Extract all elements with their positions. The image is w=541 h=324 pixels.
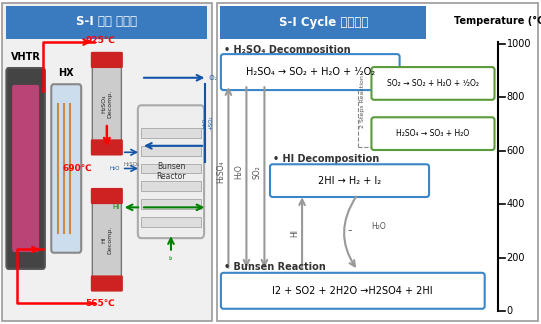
FancyBboxPatch shape — [372, 117, 494, 150]
Text: • H₂SO₄ Decomposition: • H₂SO₄ Decomposition — [223, 45, 350, 55]
FancyBboxPatch shape — [221, 273, 485, 309]
FancyBboxPatch shape — [270, 164, 429, 197]
FancyBboxPatch shape — [372, 67, 494, 100]
Text: • Bunsen Reaction: • Bunsen Reaction — [223, 262, 325, 272]
Text: H₂O: H₂O — [371, 222, 386, 231]
Text: I₂: I₂ — [169, 256, 173, 261]
Text: H₂SO₄: H₂SO₄ — [216, 160, 226, 183]
FancyBboxPatch shape — [141, 181, 201, 191]
Text: H₂O
+SO₂: H₂O +SO₂ — [203, 116, 214, 131]
Text: H₂O: H₂O — [109, 166, 120, 171]
FancyBboxPatch shape — [93, 56, 121, 152]
FancyBboxPatch shape — [6, 68, 45, 269]
FancyBboxPatch shape — [141, 217, 201, 227]
Text: H₂SO₄ → SO₃ + H₂O: H₂SO₄ → SO₃ + H₂O — [397, 129, 470, 138]
FancyBboxPatch shape — [141, 199, 201, 209]
Text: S-I 공정 개념도: S-I 공정 개념도 — [76, 15, 137, 28]
Text: SO₂: SO₂ — [253, 165, 262, 179]
Text: 1000: 1000 — [506, 39, 531, 49]
Text: Bunsen
Reactor: Bunsen Reactor — [156, 162, 186, 181]
FancyBboxPatch shape — [138, 105, 204, 238]
Text: Temperature (°C): Temperature (°C) — [454, 16, 541, 26]
FancyBboxPatch shape — [91, 188, 123, 204]
Text: 565℃: 565℃ — [85, 298, 115, 307]
Text: HI
Decomp.: HI Decomp. — [102, 226, 112, 254]
Text: 600: 600 — [506, 146, 525, 156]
FancyBboxPatch shape — [141, 128, 201, 138]
FancyBboxPatch shape — [2, 3, 212, 321]
Text: • HI Decomposition: • HI Decomposition — [273, 154, 379, 164]
Text: 200: 200 — [506, 253, 525, 262]
Text: 2 Steps Reaction: 2 Steps Reaction — [360, 75, 365, 129]
Text: 0: 0 — [506, 306, 513, 316]
Text: 690℃: 690℃ — [62, 164, 92, 173]
FancyBboxPatch shape — [93, 192, 121, 288]
Text: H₂SO₄: H₂SO₄ — [123, 162, 140, 167]
Text: -: - — [347, 224, 352, 237]
Text: VHTR: VHTR — [11, 52, 41, 62]
FancyBboxPatch shape — [91, 52, 123, 68]
FancyBboxPatch shape — [6, 6, 207, 39]
FancyBboxPatch shape — [91, 275, 123, 292]
FancyBboxPatch shape — [141, 164, 201, 173]
Text: HI: HI — [291, 229, 299, 237]
Text: 2HI → H₂ + I₂: 2HI → H₂ + I₂ — [318, 176, 381, 186]
Text: HX: HX — [58, 68, 74, 78]
Text: H₂SO₄ → SO₂ + H₂O + ¹⁄₂O₂: H₂SO₄ → SO₂ + H₂O + ¹⁄₂O₂ — [246, 67, 375, 77]
Text: S-I Cycle 화학반응: S-I Cycle 화학반응 — [279, 16, 368, 29]
FancyBboxPatch shape — [141, 146, 201, 156]
Text: 800: 800 — [506, 92, 525, 102]
FancyBboxPatch shape — [217, 3, 538, 321]
Text: HI: HI — [113, 204, 120, 210]
FancyBboxPatch shape — [221, 54, 400, 90]
FancyBboxPatch shape — [91, 139, 123, 156]
Text: 925℃: 925℃ — [85, 36, 115, 45]
Text: SO₂ → SO₂ + H₂O + ¹⁄₂O₂: SO₂ → SO₂ + H₂O + ¹⁄₂O₂ — [387, 79, 479, 88]
FancyBboxPatch shape — [220, 6, 426, 39]
FancyBboxPatch shape — [12, 85, 39, 252]
FancyBboxPatch shape — [51, 84, 81, 253]
Text: O₂: O₂ — [207, 75, 218, 81]
Text: I2 + SO2 + 2H2O →H2SO4 + 2HI: I2 + SO2 + 2H2O →H2SO4 + 2HI — [273, 286, 433, 295]
Text: H₂O: H₂O — [235, 164, 244, 179]
Text: 400: 400 — [506, 199, 525, 209]
Text: H₂SO₄
Decomp.: H₂SO₄ Decomp. — [102, 89, 112, 118]
